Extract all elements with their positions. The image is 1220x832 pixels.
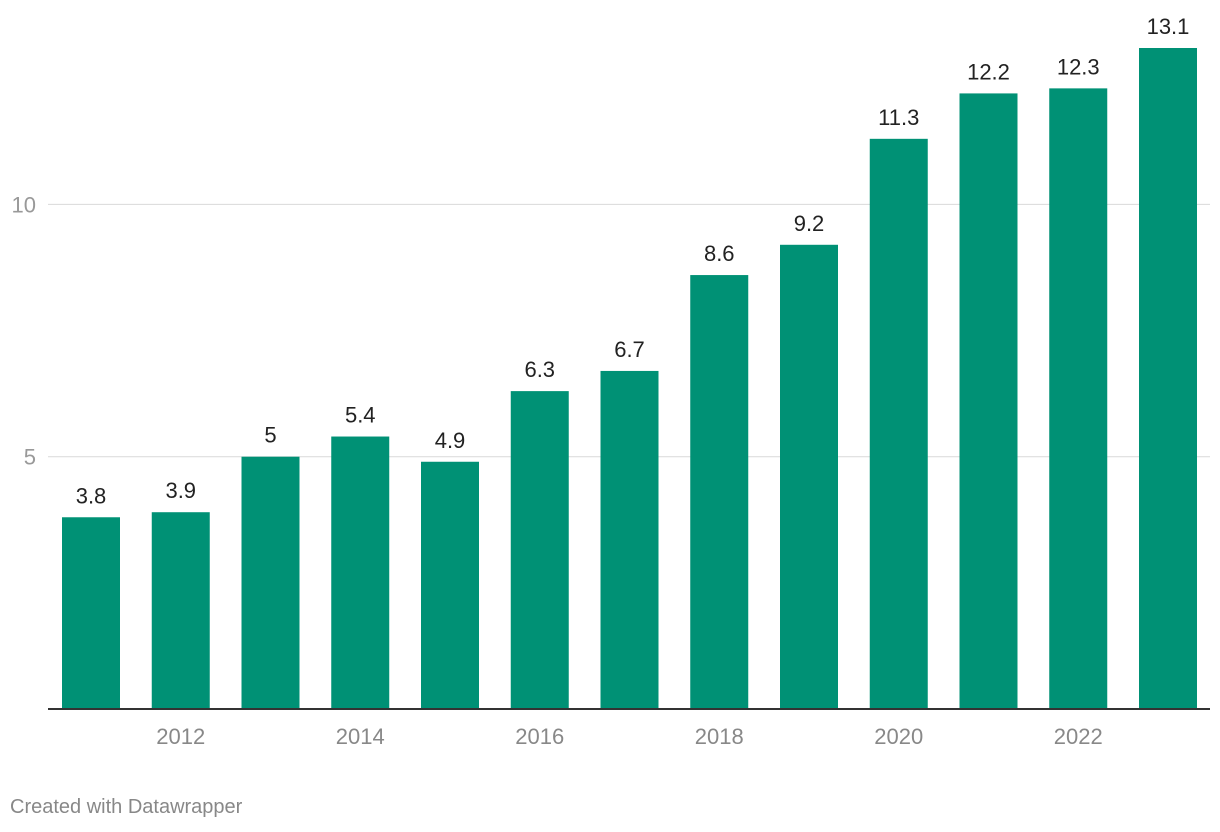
data-label-2023: 13.1 [1147, 14, 1190, 39]
bar-chart: 3.8 3.9 5 5.4 4.9 6.3 6.7 8.6 9.2 11.3 12.2 12.3 13.… [12, 14, 1210, 749]
footer-credit: Created with Datawrapper [10, 796, 243, 818]
bar-2012 [151, 512, 210, 709]
bar-2019 [780, 244, 838, 709]
x-tick-label-2014: 2014 [336, 724, 385, 749]
bar-2014 [331, 436, 390, 709]
data-label-2022: 12.3 [1057, 54, 1100, 79]
data-label-2012: 3.9 [165, 478, 196, 503]
bar-2015 [421, 461, 479, 709]
bar-2020 [869, 138, 928, 709]
data-labels: 3.8 3.9 5 5.4 4.9 6.3 6.7 8.6 9.2 11.3 12.2 12.3 13.… [76, 14, 1190, 508]
bar-2023 [1139, 48, 1197, 709]
bar-2018 [690, 275, 749, 709]
bars [62, 48, 1197, 710]
data-label-2015: 4.9 [435, 428, 466, 453]
data-label-2011: 3.8 [76, 483, 107, 508]
x-tick-label-2016: 2016 [515, 724, 564, 749]
data-label-2017: 6.7 [614, 337, 645, 362]
data-label-2020: 11.3 [878, 105, 919, 130]
data-label-2016: 6.3 [524, 357, 555, 382]
bar-2016 [510, 391, 569, 709]
data-label-2013: 5 [264, 423, 276, 448]
bar-2017 [600, 370, 659, 709]
y-tick-label: 10 [12, 192, 36, 217]
x-tick-label-2018: 2018 [695, 724, 744, 749]
x-tick-label-2022: 2022 [1054, 724, 1103, 749]
bar-2013 [241, 456, 300, 709]
x-tick-label-2020: 2020 [874, 724, 923, 749]
data-label-2018: 8.6 [704, 241, 735, 266]
y-tick-label: 5 [24, 445, 36, 470]
bar-2022 [1049, 88, 1108, 710]
data-label-2021: 12.2 [967, 59, 1010, 84]
x-tick-label-2012: 2012 [156, 724, 205, 749]
bar-2011 [62, 517, 120, 709]
data-label-2019: 9.2 [794, 211, 825, 236]
axes: 5 10 2012 2014 2016 2018 2020 2022 [12, 192, 1210, 749]
data-label-2014: 5.4 [345, 403, 376, 428]
bar-2021 [959, 93, 1018, 709]
